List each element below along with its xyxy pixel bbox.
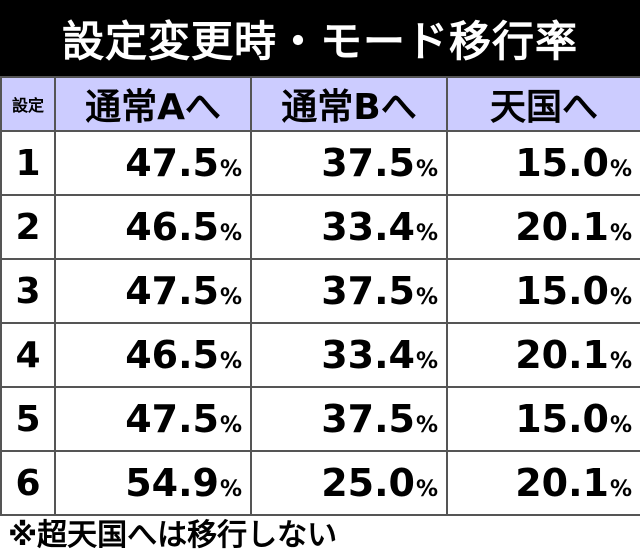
rate-value: 15.0 — [515, 141, 609, 185]
rate-value: 37.5 — [321, 269, 415, 313]
percent-sign: % — [415, 157, 438, 182]
percent-sign: % — [415, 413, 438, 438]
percent-sign: % — [415, 349, 438, 374]
rate-value: 33.4 — [321, 333, 415, 377]
rate-value: 46.5 — [125, 205, 219, 249]
percent-sign: % — [609, 349, 632, 374]
rate-value: 15.0 — [515, 269, 609, 313]
percent-sign: % — [219, 157, 242, 182]
setting-cell: 1 — [0, 130, 56, 196]
rate-value: 47.5 — [125, 269, 219, 313]
footnote-text: ※超天国へは移行しない — [8, 518, 338, 553]
normal-b-rate-cell: 25.0% — [250, 450, 448, 516]
title-text: 設定変更時・モード移行率 — [61, 16, 578, 66]
setting-cell: 3 — [0, 258, 56, 324]
rate-value: 47.5 — [125, 141, 219, 185]
rate-value: 37.5 — [321, 397, 415, 441]
percent-sign: % — [609, 477, 632, 502]
mode-transition-table: 設定 通常Aへ 通常Bへ 天国へ 1 47.5% 37.5% 15.0% 2 46.5% 3… — [0, 76, 640, 516]
rate-value: 33.4 — [321, 205, 415, 249]
percent-sign: % — [219, 285, 242, 310]
setting-column-header: 設定 — [0, 76, 56, 132]
setting-cell: 5 — [0, 386, 56, 452]
heaven-rate-cell: 15.0% — [446, 258, 640, 324]
table-header-row: 設定 通常Aへ 通常Bへ 天国へ — [0, 76, 640, 132]
table-row: 2 46.5% 33.4% 20.1% — [0, 194, 640, 260]
heaven-rate-cell: 15.0% — [446, 130, 640, 196]
normal-b-rate-cell: 37.5% — [250, 130, 448, 196]
percent-sign: % — [219, 477, 242, 502]
rate-value: 46.5 — [125, 333, 219, 377]
normal-a-rate-cell: 54.9% — [54, 450, 252, 516]
column-header-normal-a: 通常Aへ — [54, 76, 252, 132]
setting-cell: 6 — [0, 450, 56, 516]
percent-sign: % — [415, 285, 438, 310]
normal-b-rate-cell: 37.5% — [250, 386, 448, 452]
normal-a-rate-cell: 46.5% — [54, 322, 252, 388]
rate-value: 15.0 — [515, 397, 609, 441]
rate-value: 47.5 — [125, 397, 219, 441]
column-header-heaven: 天国へ — [446, 76, 640, 132]
table-row: 4 46.5% 33.4% 20.1% — [0, 322, 640, 388]
table-row: 3 47.5% 37.5% 15.0% — [0, 258, 640, 324]
normal-a-rate-cell: 46.5% — [54, 194, 252, 260]
rate-value: 20.1 — [515, 333, 609, 377]
percent-sign: % — [609, 157, 632, 182]
table-row: 5 47.5% 37.5% 15.0% — [0, 386, 640, 452]
percent-sign: % — [219, 349, 242, 374]
column-header-normal-b: 通常Bへ — [250, 76, 448, 132]
heaven-rate-cell: 20.1% — [446, 322, 640, 388]
table-row: 1 47.5% 37.5% 15.0% — [0, 130, 640, 196]
rate-value: 20.1 — [515, 461, 609, 505]
heaven-rate-cell: 20.1% — [446, 194, 640, 260]
heaven-rate-cell: 20.1% — [446, 450, 640, 516]
rate-value: 25.0 — [321, 461, 415, 505]
setting-cell: 2 — [0, 194, 56, 260]
percent-sign: % — [415, 221, 438, 246]
normal-b-rate-cell: 33.4% — [250, 322, 448, 388]
normal-a-rate-cell: 47.5% — [54, 130, 252, 196]
rate-value: 54.9 — [125, 461, 219, 505]
percent-sign: % — [609, 413, 632, 438]
normal-b-rate-cell: 37.5% — [250, 258, 448, 324]
normal-b-rate-cell: 33.4% — [250, 194, 448, 260]
normal-a-rate-cell: 47.5% — [54, 386, 252, 452]
heaven-rate-cell: 15.0% — [446, 386, 640, 452]
percent-sign: % — [219, 221, 242, 246]
percent-sign: % — [219, 413, 242, 438]
rate-value: 20.1 — [515, 205, 609, 249]
rate-value: 37.5 — [321, 141, 415, 185]
percent-sign: % — [415, 477, 438, 502]
percent-sign: % — [609, 285, 632, 310]
normal-a-rate-cell: 47.5% — [54, 258, 252, 324]
percent-sign: % — [609, 221, 632, 246]
footnote: ※超天国へは移行しない — [8, 512, 338, 553]
setting-cell: 4 — [0, 322, 56, 388]
table-row: 6 54.9% 25.0% 20.1% — [0, 450, 640, 516]
page-title: 設定変更時・モード移行率 — [0, 0, 640, 76]
